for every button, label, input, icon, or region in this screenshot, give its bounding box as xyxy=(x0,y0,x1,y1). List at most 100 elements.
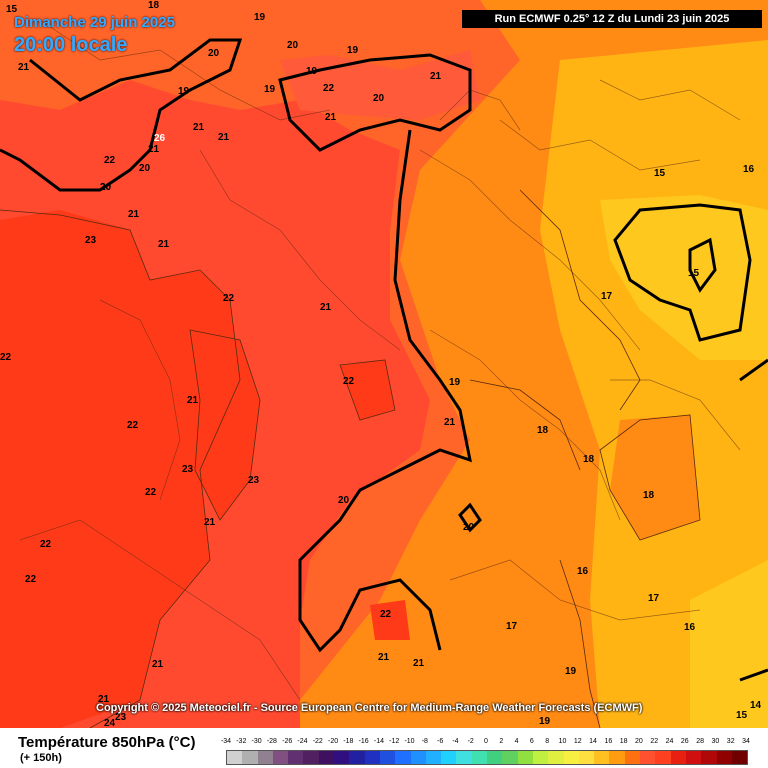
contour-label: 18 xyxy=(537,425,549,436)
legend-label: -8 xyxy=(421,738,428,745)
contour-label: 21 xyxy=(187,395,199,406)
contour-label: 23 xyxy=(182,464,194,475)
contour-label: 21 xyxy=(444,417,456,428)
hot-zone-23 xyxy=(0,210,240,728)
legend-swatch xyxy=(655,751,671,764)
legend-swatch xyxy=(288,751,304,764)
legend-label: 34 xyxy=(742,738,750,745)
cold-zone-14 xyxy=(600,195,768,360)
contour-label: 15 xyxy=(654,168,666,179)
contour-thin xyxy=(0,189,701,728)
legend-swatch xyxy=(594,751,610,764)
contour-label: 21 xyxy=(325,112,337,123)
legend-label: 30 xyxy=(711,738,720,745)
legend-labels: -34 -32 -30 -28 -26 -24 -22 -20 -18 -16 -14 -12 -10-… xyxy=(220,738,750,748)
legend-label: -26 xyxy=(282,738,293,745)
contour-label: 20 xyxy=(287,40,299,51)
legend-swatch xyxy=(303,751,319,764)
legend-label: -28 xyxy=(266,738,277,745)
contour-label: 20 xyxy=(100,182,112,193)
legend-label: 10 xyxy=(558,738,567,745)
contour-label: 21 xyxy=(320,302,332,313)
contour-label: 22 xyxy=(343,376,355,387)
contour-label: 19 xyxy=(449,377,461,388)
legend-swatch xyxy=(624,751,641,764)
contour-label: 21 xyxy=(98,694,110,705)
legend-swatch xyxy=(395,751,411,764)
borders xyxy=(19,19,741,701)
legend-label: 14 xyxy=(589,738,597,745)
contour-label: 15 xyxy=(688,268,700,279)
legend-swatch xyxy=(670,751,686,764)
contour-label: 19 xyxy=(306,66,318,77)
forecast-time: 20:00 locale xyxy=(14,34,128,56)
legend-swatch xyxy=(441,751,457,764)
contour-label: 21 xyxy=(378,652,390,663)
contour-label: 21 xyxy=(430,71,442,82)
legend-label: -12 xyxy=(389,738,400,745)
legend-swatch xyxy=(578,751,595,764)
legend-swatch xyxy=(272,751,289,764)
contour-label: 15 xyxy=(736,710,748,721)
cold-zone-tail xyxy=(690,560,768,728)
contour-label: 20 xyxy=(100,182,112,193)
contour-label: 19 xyxy=(539,716,551,727)
legend-label: 18 xyxy=(619,738,628,745)
legend-swatch xyxy=(640,751,656,764)
orange-spot-east xyxy=(610,415,700,540)
warm-spot xyxy=(340,360,395,420)
legend-label: 8 xyxy=(545,738,550,745)
contour-label: 23 xyxy=(85,235,97,246)
contour-label: 21 xyxy=(18,62,30,73)
legend-label: -20 xyxy=(327,738,339,745)
contour-label: 17 xyxy=(601,291,613,302)
legend-swatch xyxy=(334,751,350,764)
contour-label: 23 xyxy=(115,712,127,723)
legend-swatch xyxy=(532,751,549,764)
legend-label: 28 xyxy=(696,738,705,745)
legend-swatch xyxy=(425,751,442,764)
legend-label: -10 xyxy=(404,738,415,745)
copyright-text: Copyright © 2025 Meteociel.fr - Source E… xyxy=(96,702,643,714)
contour-label: 21 xyxy=(193,122,205,133)
contour-label: 14 xyxy=(750,700,762,711)
contour-label: 18 xyxy=(148,0,160,11)
legend-label: -24 xyxy=(297,738,308,745)
contour-label: 22 xyxy=(323,83,335,94)
legend-swatch xyxy=(318,751,335,764)
contour-label: 18 xyxy=(643,490,655,501)
legend-label: -16 xyxy=(358,738,369,745)
contour-label: 20 xyxy=(463,522,475,533)
hot-island xyxy=(190,330,260,520)
legend-swatch xyxy=(609,751,625,764)
legend-swatch xyxy=(502,751,518,764)
legend-label: 2 xyxy=(499,738,504,745)
contour-20 xyxy=(0,38,482,653)
contour-label: 19 xyxy=(178,86,190,97)
legend-swatch xyxy=(563,751,579,764)
legend-swatch xyxy=(716,751,732,764)
legend-swatch xyxy=(456,751,472,764)
footer-legend: Température 850hPa (°C) (+ 150h) -34 -32-… xyxy=(0,728,768,768)
legend-label: 32 xyxy=(726,738,735,745)
contour-label: 20 xyxy=(338,495,350,506)
legend-label: 16 xyxy=(604,738,613,745)
legend-swatch xyxy=(517,751,533,764)
contour-label: 22 xyxy=(380,609,392,620)
legend-swatch xyxy=(227,751,243,764)
contour-label: 17 xyxy=(506,621,518,632)
legend-swatch xyxy=(731,751,748,764)
contour-label: 21 xyxy=(413,658,425,669)
legend-label: 6 xyxy=(529,738,534,745)
contour-label: 21 xyxy=(218,132,230,143)
forecast-date: Dimanche 29 juin 2025 xyxy=(14,14,175,31)
contour-label: 23 xyxy=(248,475,260,486)
legend-label: 24 xyxy=(665,738,674,745)
legend-swatch xyxy=(471,751,488,764)
contour-label: 22 xyxy=(40,539,52,550)
legend-label: -18 xyxy=(343,738,354,745)
contour-label: 22 xyxy=(25,574,37,585)
contour-label: 19 xyxy=(565,666,577,677)
legend-label: -4 xyxy=(452,738,459,745)
variable-title: Température 850hPa (°C) xyxy=(18,734,196,751)
